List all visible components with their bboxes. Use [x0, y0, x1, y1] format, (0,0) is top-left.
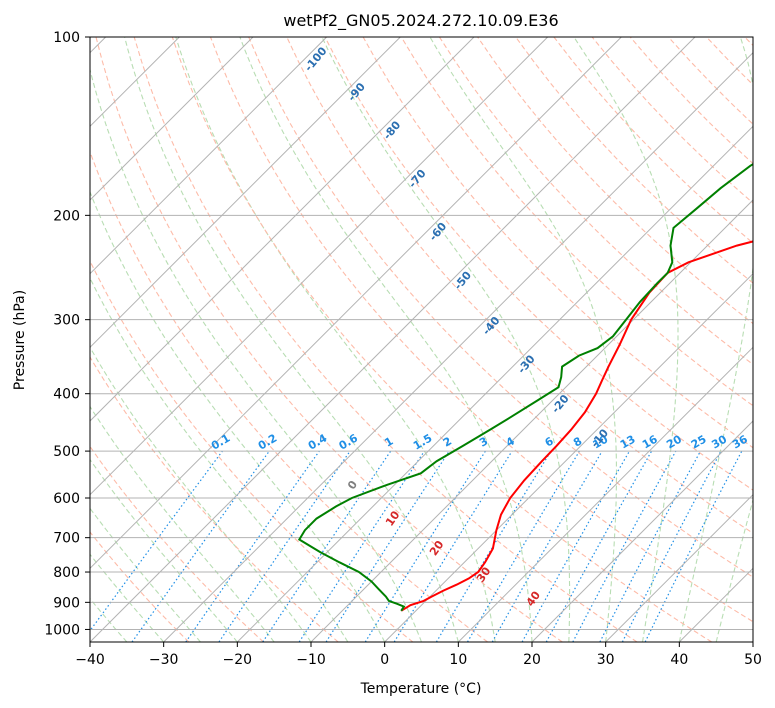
dry-adiabats [90, 37, 753, 642]
dry-adiabat-line [90, 445, 264, 642]
x-tick-label: 30 [597, 652, 615, 668]
mixing-ratio-line [644, 450, 743, 642]
mixing-ratio-lines [90, 450, 743, 642]
mixing-ratio-line [218, 450, 351, 642]
y-tick-label: 700 [53, 531, 80, 547]
isotherm-line [90, 37, 549, 496]
y-tick-label: 1000 [44, 622, 80, 638]
moist-adiabat-line [429, 37, 618, 642]
isotherm-line [163, 51, 753, 642]
x-tick-label: −20 [223, 652, 253, 668]
isotherm-line [90, 37, 401, 349]
mixing-ratio-line [393, 450, 513, 642]
moist-adiabat-line [90, 507, 201, 642]
x-axis-label: Temperature (°C) [360, 681, 482, 697]
dry-adiabat-line [209, 37, 753, 623]
moist-adiabat-line [573, 37, 679, 642]
x-axis: −40 −30 −20 −10 0 10 20 30 40 50 [75, 642, 762, 668]
y-tick-label: 200 [53, 208, 80, 224]
mixing-ratio-line [572, 450, 677, 642]
dry-adiabat-line [95, 37, 563, 642]
isotherm-line [90, 37, 254, 201]
mixing-ratio-line [90, 450, 223, 632]
dry-adiabat-line [515, 37, 753, 284]
moist-adiabat-line [90, 277, 349, 642]
moist-adiabat-line [239, 37, 533, 642]
x-tick-label: 20 [523, 652, 541, 668]
isotherm-grid [90, 37, 753, 642]
x-tick-label: −10 [296, 652, 326, 668]
isotherm-line [531, 420, 753, 642]
moist-adiabat-line [90, 597, 128, 642]
moist-adiabat-line [175, 37, 496, 642]
isotherm-line [90, 37, 475, 422]
moist-adiabat-line [124, 37, 459, 642]
y-tick-label: 100 [53, 30, 80, 46]
moist-adiabat-line [90, 553, 165, 642]
mixing-ratio-line [325, 450, 450, 642]
moist-adiabat-line [715, 498, 753, 642]
dry-adiabat-line [324, 37, 753, 491]
dry-adiabat-line [400, 37, 753, 407]
dry-adiabat-line [171, 37, 712, 642]
y-tick-label: 900 [53, 595, 80, 611]
dry-adiabat-line [133, 37, 638, 642]
x-tick-label: 40 [670, 652, 688, 668]
isotherm-line [384, 272, 753, 642]
plot-frame [89, 36, 754, 643]
moist-adiabat-line [90, 67, 423, 642]
dry-adiabat-line [248, 37, 753, 578]
x-tick-label: −30 [149, 652, 179, 668]
x-tick-label: 10 [449, 652, 467, 668]
x-tick-label: −40 [75, 652, 105, 668]
sounding-line [400, 240, 753, 612]
dry-adiabat-line [90, 356, 339, 642]
isobar-grid [90, 37, 753, 630]
sounding-series [297, 162, 753, 612]
mixing-ratio-line [185, 450, 320, 642]
moist-adiabat-line [90, 346, 312, 642]
isotherm-line [457, 346, 753, 642]
dry-adiabat-line [90, 531, 190, 642]
isotherm-line [605, 493, 753, 642]
isotherm-line [236, 125, 753, 642]
y-tick-label: 800 [53, 565, 80, 581]
moist-adiabat-line [321, 37, 571, 642]
mixing-ratio-line [545, 450, 653, 642]
isotherm-line [90, 37, 622, 570]
y-tick-label: 600 [53, 491, 80, 507]
mixing-ratio-line [521, 450, 631, 642]
y-axis-label: Pressure (hPa) [12, 290, 28, 390]
mixing-ratio-line [131, 450, 270, 642]
y-axis: 100 200 300 400 500 600 700 800 900 1000 [44, 30, 90, 638]
isotherm-line [310, 199, 753, 642]
chart-title: wetPf2_GN05.2024.272.10.09.E36 [283, 11, 558, 31]
sounding-line [297, 162, 753, 612]
x-tick-label: 0 [380, 652, 389, 668]
moist-adiabat-line [90, 190, 386, 642]
y-tick-label: 400 [53, 387, 80, 403]
mixing-ratio-line [298, 450, 425, 642]
y-tick-label: 500 [53, 444, 80, 460]
isotherm-line [90, 37, 696, 642]
dry-adiabat-line [90, 150, 488, 642]
y-tick-label: 300 [53, 313, 80, 329]
dry-adiabat-line [438, 37, 753, 366]
x-tick-label: 50 [744, 652, 762, 668]
isotherm-line [90, 37, 328, 275]
